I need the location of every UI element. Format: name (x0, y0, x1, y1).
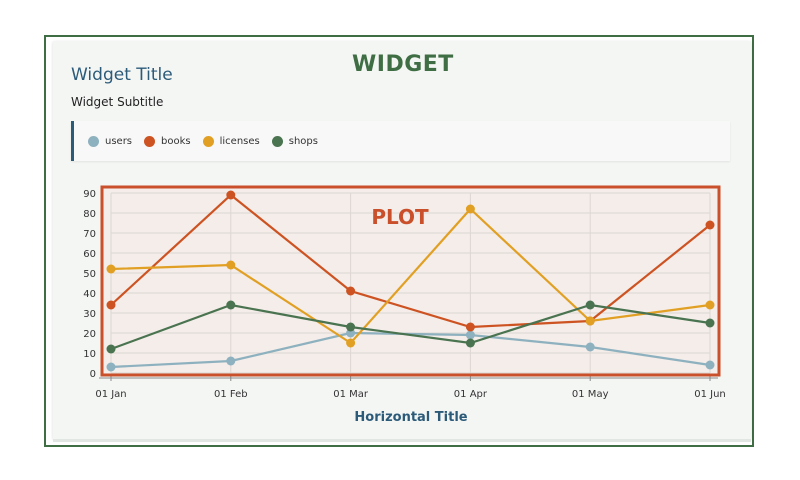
x-axis-title: Horizontal Title (354, 410, 467, 425)
data-point-users[interactable] (585, 342, 595, 352)
data-point-users[interactable] (465, 330, 475, 340)
data-point-licenses[interactable] (465, 204, 475, 214)
x-tick-label: 01 Mar (333, 389, 369, 400)
data-point-licenses[interactable] (346, 338, 356, 348)
legend-item-shops[interactable]: shops (271, 135, 318, 147)
y-tick-label: 80 (83, 209, 96, 220)
legend-dot-icon (271, 135, 283, 147)
y-tick-label: 0 (90, 369, 96, 380)
legend-dot-icon (202, 135, 214, 147)
data-point-books[interactable] (346, 286, 356, 296)
widget-subtitle: Widget Subtitle (71, 95, 164, 109)
data-point-users[interactable] (106, 362, 116, 372)
data-point-shops[interactable] (465, 338, 475, 348)
y-tick-label: 10 (83, 349, 96, 360)
x-tick-label: 01 Jan (95, 389, 126, 400)
data-point-users[interactable] (705, 360, 715, 370)
x-axis: 01 Jan 01 Feb 01 Mar 01 Apr 01 May 01 Jun (95, 375, 726, 400)
data-point-shops[interactable] (705, 318, 715, 328)
x-tick-label: 01 Apr (454, 389, 488, 400)
x-tick-label: 01 May (572, 389, 609, 400)
legend-label: licenses (219, 135, 260, 147)
data-point-licenses[interactable] (226, 260, 236, 270)
plot-annotation-border (100, 185, 721, 377)
legend-item-licenses[interactable]: licenses (202, 135, 260, 147)
data-point-books[interactable] (465, 322, 475, 332)
widget-annotation-label: WIDGET (352, 52, 454, 77)
legend-item-books[interactable]: books (144, 135, 191, 147)
data-point-shops[interactable] (346, 322, 356, 332)
x-tick-label: 01 Jun (694, 389, 726, 400)
card-footer-edge (53, 439, 751, 442)
data-point-users[interactable] (226, 356, 236, 366)
widget-frame (44, 35, 754, 447)
y-tick-label: 50 (83, 269, 96, 280)
data-point-books[interactable] (226, 190, 236, 200)
data-point-licenses[interactable] (585, 316, 595, 326)
series-lines (110, 193, 711, 369)
y-axis: 0 10 20 30 40 50 60 70 80 90 (83, 189, 96, 380)
widget-title: Widget Title (71, 65, 173, 85)
series-line-licenses (110, 207, 711, 345)
legend-label: books (161, 135, 191, 147)
data-point-licenses[interactable] (106, 264, 116, 274)
y-tick-label: 70 (83, 229, 96, 240)
data-point-books[interactable] (106, 300, 116, 310)
y-tick-label: 20 (83, 329, 96, 340)
series-points (106, 190, 715, 372)
y-tick-label: 40 (83, 289, 96, 300)
y-tick-label: 90 (83, 189, 96, 200)
data-point-shops[interactable] (585, 300, 595, 310)
series-line-books (110, 193, 711, 329)
data-point-books[interactable] (705, 220, 715, 230)
data-point-shops[interactable] (106, 344, 116, 354)
chart-legend: users books licenses shops (71, 121, 730, 161)
legend-label: shops (288, 135, 318, 147)
legend-item-users[interactable]: users (88, 135, 133, 147)
x-tick-label: 01 Feb (214, 389, 248, 400)
legend-dot-icon (88, 135, 99, 147)
legend-dot-icon (144, 135, 156, 147)
series-line-shops (110, 303, 711, 351)
data-point-licenses[interactable] (705, 300, 715, 310)
y-tick-label: 60 (83, 249, 96, 260)
y-tick-label: 30 (83, 309, 96, 320)
plot-annotation-label: PLOT (371, 205, 429, 229)
legend-label: users (105, 135, 133, 147)
data-point-shops[interactable] (226, 300, 236, 310)
